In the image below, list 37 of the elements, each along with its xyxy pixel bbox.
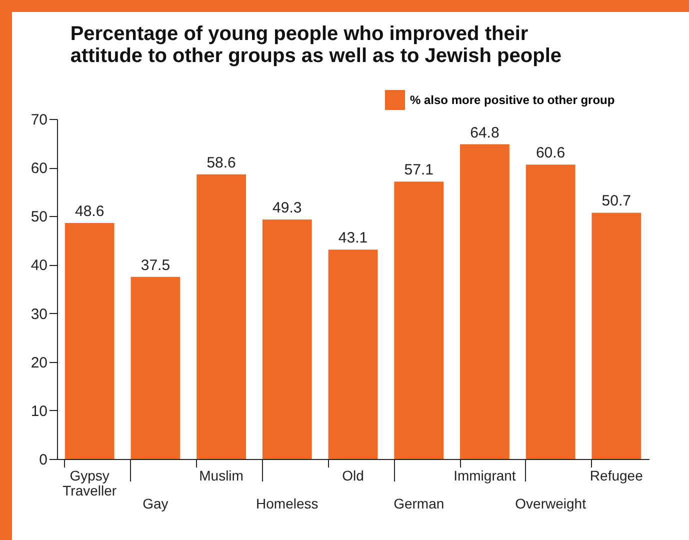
x-tick-label: Homeless bbox=[256, 496, 318, 512]
data-label: 48.6 bbox=[74, 202, 104, 220]
y-tick-label: 70 bbox=[30, 112, 48, 128]
y-tick-label: 20 bbox=[30, 354, 48, 372]
data-label: 60.6 bbox=[536, 144, 566, 162]
data-label: 50.7 bbox=[602, 192, 632, 210]
data-label: 57.1 bbox=[404, 162, 434, 179]
data-label: 37.5 bbox=[140, 256, 170, 274]
x-tick-label: Immigrant bbox=[454, 468, 516, 484]
bar bbox=[262, 220, 312, 459]
bar bbox=[394, 182, 444, 459]
y-tick-label: 30 bbox=[30, 306, 48, 323]
x-tick-label: Muslim bbox=[199, 468, 244, 484]
x-tick-label: Gay bbox=[142, 496, 168, 512]
legend-label: % also more positive to other group bbox=[410, 93, 615, 107]
x-tick-label: German bbox=[394, 496, 444, 512]
data-label: 58.6 bbox=[206, 154, 236, 172]
data-label: 43.1 bbox=[338, 230, 368, 247]
x-tick-label: Overweight bbox=[515, 496, 586, 512]
chart-title: Percentage of young people who improved their attitude to other groups as well as to Jewish people bbox=[70, 23, 562, 67]
data-label: 49.3 bbox=[272, 200, 302, 217]
bar bbox=[130, 276, 180, 459]
bar bbox=[592, 212, 642, 459]
bar bbox=[64, 222, 114, 459]
y-tick-label: 50 bbox=[30, 208, 48, 226]
y-tick-label: 40 bbox=[30, 257, 48, 274]
x-tick-label: Refugee bbox=[590, 468, 644, 484]
x-tick-label: Gypsy Traveller bbox=[62, 468, 117, 498]
bar bbox=[526, 164, 576, 459]
x-tick-label: Old bbox=[342, 468, 364, 484]
data-label: 64.8 bbox=[470, 124, 500, 142]
y-tick-label: 60 bbox=[30, 160, 48, 178]
y-tick-label: 0 bbox=[39, 452, 48, 468]
y-tick-label: 10 bbox=[30, 402, 48, 420]
bar bbox=[196, 174, 246, 459]
bar bbox=[460, 144, 510, 459]
bar bbox=[328, 250, 378, 459]
